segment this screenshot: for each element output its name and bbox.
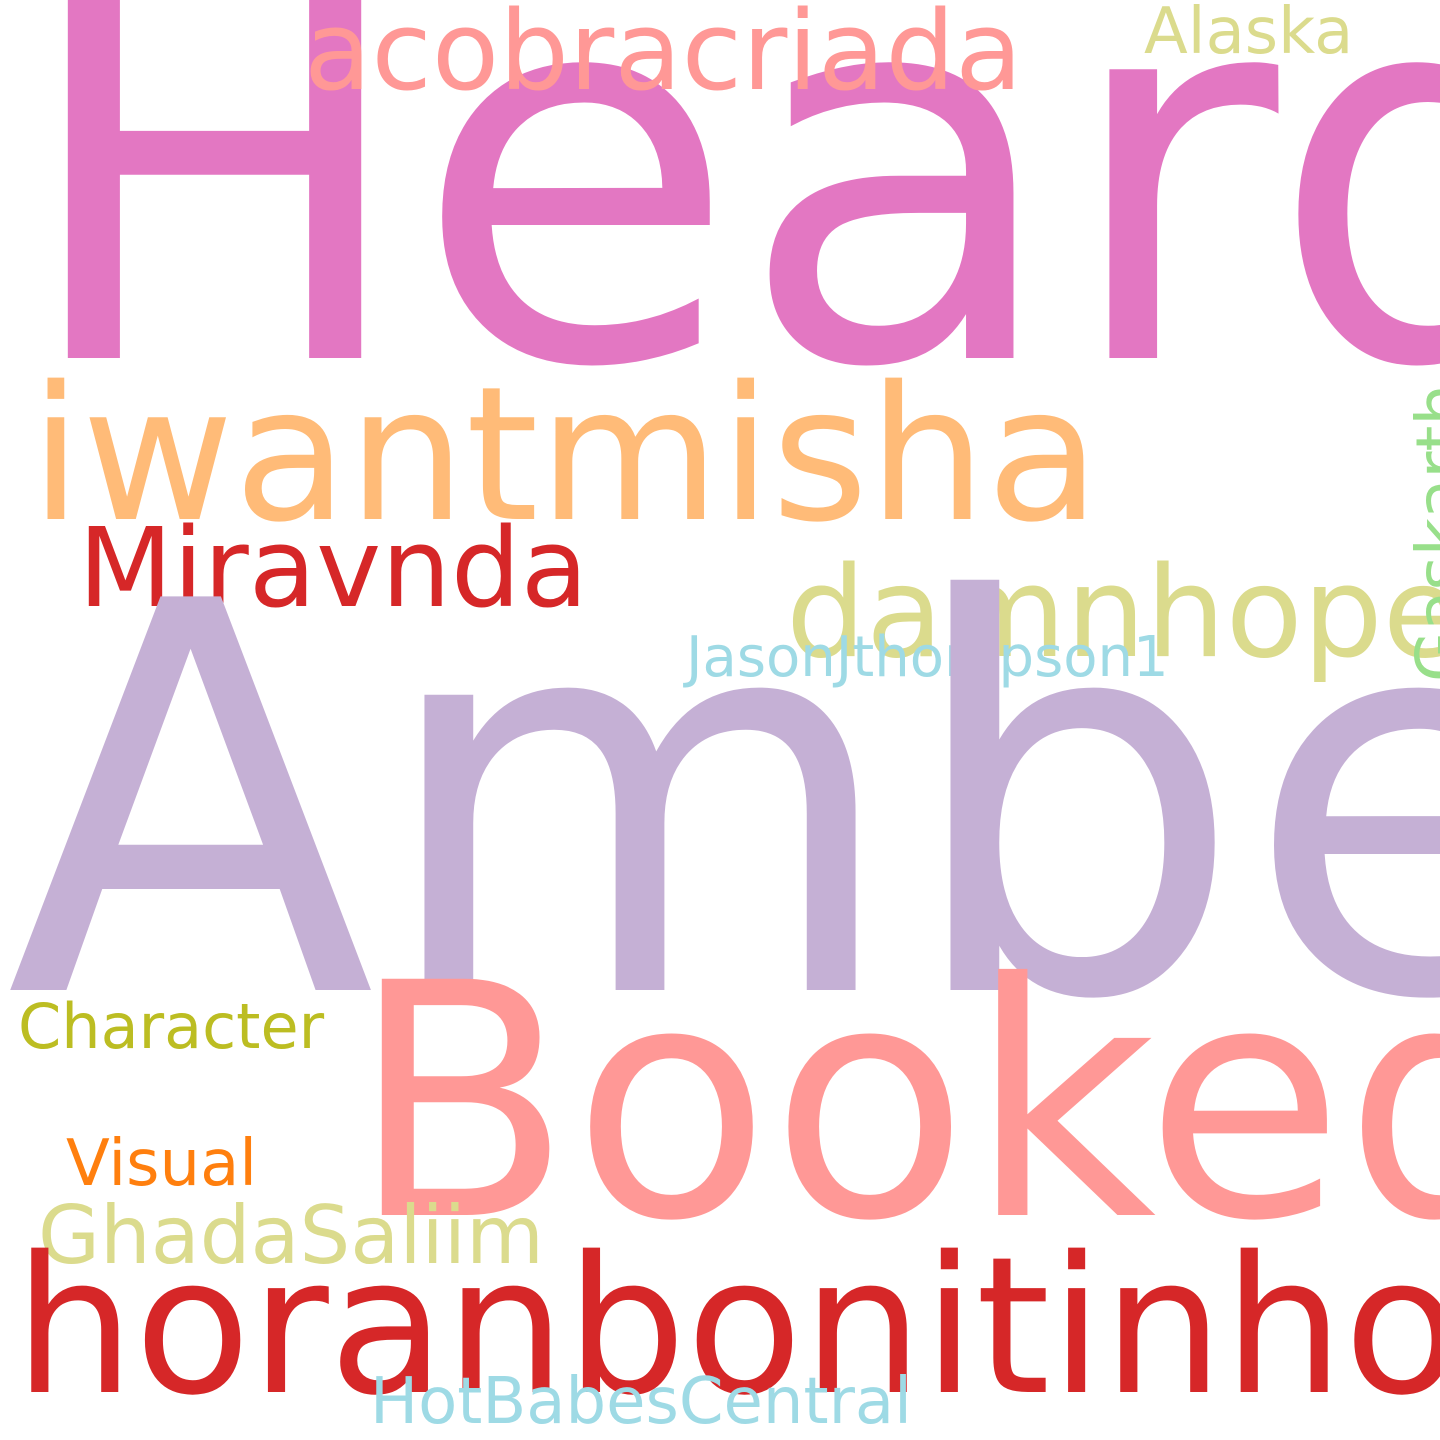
- word-horanbonitinho: horanbonitinho: [14, 1216, 1440, 1437]
- word-heard: Heard: [16, 0, 1440, 483]
- word-visual: Visual: [66, 1127, 258, 1201]
- word-acobracriada: acobracriada: [304, 0, 1023, 115]
- word-damnhope: damnhope: [786, 539, 1440, 686]
- word-booked: Booked: [350, 915, 1440, 1292]
- word-jasonjthompson1: JasonJthompson1: [686, 625, 1169, 690]
- word-character: Character: [18, 990, 325, 1063]
- word-hotbabescentral: HotBabesCentral: [370, 1365, 912, 1439]
- word-iwantmisha: iwantmisha: [30, 346, 1101, 563]
- word-ghadasaliim: GhadaSaliim: [38, 1189, 544, 1282]
- word-amber: Amber: [6, 490, 1440, 1118]
- word-alaska: Alaska: [1144, 0, 1354, 69]
- word-miravnda: Miravnda: [78, 504, 589, 632]
